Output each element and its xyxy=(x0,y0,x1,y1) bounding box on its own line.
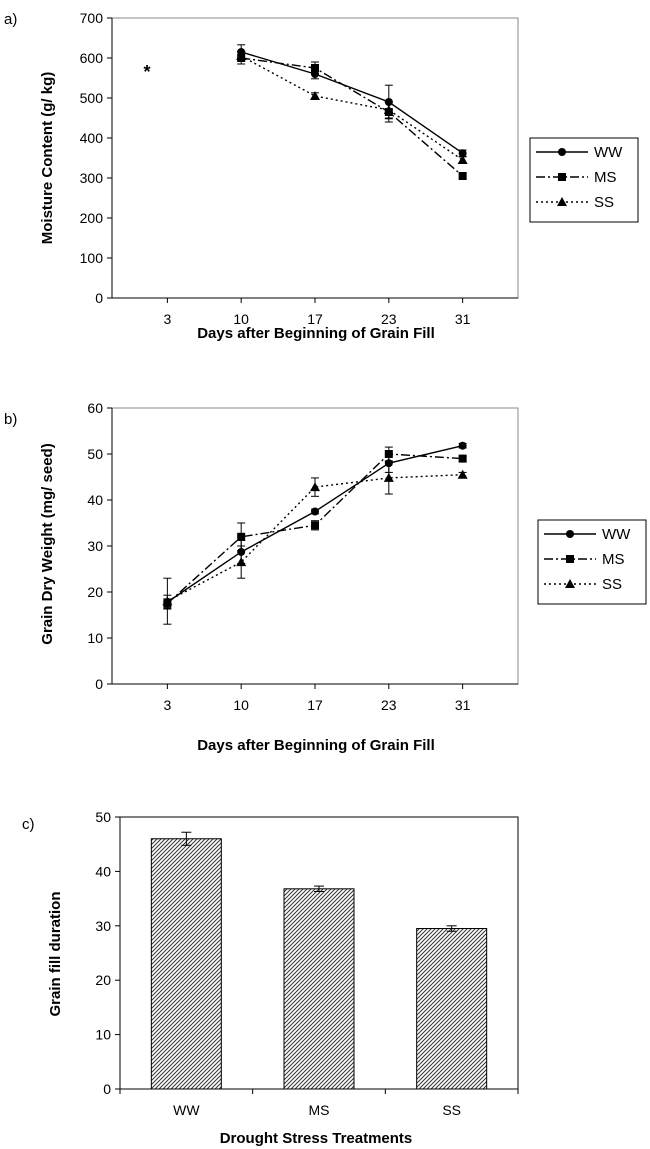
panel-c-label: c) xyxy=(22,816,35,833)
a-y-tick-label: 700 xyxy=(80,10,104,26)
b-legend-marker xyxy=(566,555,574,563)
c-bar-ww xyxy=(150,838,222,1090)
b-plot-frame xyxy=(111,407,519,685)
a-legend-marker xyxy=(557,197,567,206)
panel-b-plot: 0 10 20 30 40 50 60 3 10 17 23 31 xyxy=(87,400,519,713)
a-y-tick-label: 0 xyxy=(95,290,103,306)
panel-a: a) Moisture Content (g/ kg) Days after B… xyxy=(4,10,639,342)
b-legend-label: WW xyxy=(602,526,631,543)
a-series-line-ss xyxy=(240,55,464,161)
panel-a-ylabel: Moisture Content (g/ kg) xyxy=(39,72,56,245)
a-legend-marker xyxy=(558,148,566,156)
b-legend-marker xyxy=(566,530,574,538)
b-y-tick-label: 60 xyxy=(87,400,103,416)
c-bar-ms xyxy=(283,888,355,1090)
b-legend-label: SS xyxy=(602,576,622,593)
a-x-tick-label: 10 xyxy=(233,311,249,327)
panel-a-xlabel: Days after Beginning of Grain Fill xyxy=(197,325,435,342)
a-x-tick-label: 3 xyxy=(163,311,171,327)
panel-a-label: a) xyxy=(4,11,17,28)
a-y-tick-label: 400 xyxy=(80,130,104,146)
b-y-tick-label: 30 xyxy=(87,538,103,554)
b-series-line-ss xyxy=(167,474,463,602)
a-legend-label: WW xyxy=(594,144,623,161)
c-y-tick-label: 30 xyxy=(95,918,111,934)
b-x-tick-label: 3 xyxy=(163,697,171,713)
a-y-tick-label: 100 xyxy=(80,250,104,266)
panel-b: b) Grain Dry Weight (mg/ seed) Days afte… xyxy=(4,400,647,754)
a-legend-label: SS xyxy=(594,194,614,211)
b-point-ww xyxy=(311,507,319,516)
b-point-ss xyxy=(162,596,173,606)
panel-a-plot: 0 100 200 300 400 500 600 700 3 10 17 23 31 xyxy=(80,10,519,327)
a-y-tick-label: 300 xyxy=(80,170,104,186)
panel-b-ylabel: Grain Dry Weight (mg/ seed) xyxy=(39,443,56,644)
a-series-line-ms xyxy=(241,57,464,177)
a-x-tick-label: 17 xyxy=(307,311,323,327)
b-legend-label: MS xyxy=(602,551,625,568)
a-point-ss xyxy=(383,105,394,114)
b-point-ss xyxy=(236,557,247,567)
c-bar-ss xyxy=(416,928,488,1090)
b-point-ss xyxy=(457,469,468,479)
b-point-ms xyxy=(311,521,319,530)
b-point-ms xyxy=(458,454,467,463)
panel-b-xlabel: Days after Beginning of Grain Fill xyxy=(197,737,435,754)
a-x-tick-label: 23 xyxy=(381,311,397,327)
a-point-ss xyxy=(310,91,320,100)
b-y-tick-label: 40 xyxy=(87,492,103,508)
a-x-tick-label: 31 xyxy=(455,311,471,327)
panel-c-plot: 0 10 20 30 40 50 WW MS SS xyxy=(95,809,519,1118)
a-point-ms xyxy=(311,64,319,72)
panel-a-annotation: * xyxy=(143,62,150,82)
panel-c: c) Grain fill duration Drought Stress Tr… xyxy=(22,809,519,1147)
c-y-tick-label: 20 xyxy=(95,972,111,988)
a-plot-frame xyxy=(111,17,519,299)
c-y-tick-label: 10 xyxy=(95,1027,111,1043)
b-point-ss xyxy=(383,472,394,482)
b-x-tick-label: 31 xyxy=(455,697,471,713)
b-y-tick-label: 0 xyxy=(95,676,103,692)
c-y-tick-label: 40 xyxy=(95,863,111,879)
b-x-tick-label: 23 xyxy=(381,697,397,713)
a-point-ss xyxy=(236,51,247,60)
c-y-tick-label: 0 xyxy=(103,1081,111,1097)
c-x-tick-label: SS xyxy=(442,1102,461,1118)
b-y-tick-label: 50 xyxy=(87,446,103,462)
b-point-ss xyxy=(310,482,320,492)
panel-c-xlabel: Drought Stress Treatments xyxy=(220,1130,413,1147)
b-point-ms xyxy=(237,532,246,541)
panel-a-legend: WW MS SS xyxy=(529,137,639,223)
b-x-tick-label: 10 xyxy=(233,697,249,713)
b-y-tick-label: 20 xyxy=(87,584,103,600)
a-y-tick-label: 500 xyxy=(80,90,104,106)
panel-c-ylabel: Grain fill duration xyxy=(47,891,64,1016)
b-y-tick-label: 10 xyxy=(87,630,103,646)
b-point-ww xyxy=(458,441,467,450)
b-x-tick-label: 17 xyxy=(307,697,323,713)
a-point-ss xyxy=(457,155,468,164)
a-point-ms xyxy=(458,172,467,180)
c-y-tick-label: 50 xyxy=(95,809,111,825)
b-point-ms xyxy=(384,450,393,458)
a-y-tick-label: 200 xyxy=(80,210,104,226)
b-legend-marker xyxy=(565,579,575,588)
panel-b-label: b) xyxy=(4,411,17,428)
a-point-ww xyxy=(458,149,467,158)
a-legend-label: MS xyxy=(594,169,617,186)
a-y-tick-label: 600 xyxy=(80,50,104,66)
panel-b-legend: WW MS SS xyxy=(537,519,647,605)
c-x-tick-label: WW xyxy=(173,1102,200,1118)
c-x-tick-label: MS xyxy=(309,1102,330,1118)
a-legend-marker xyxy=(558,173,566,181)
